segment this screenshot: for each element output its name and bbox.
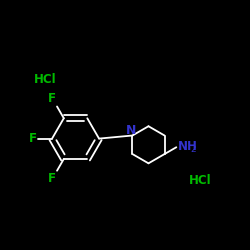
Text: N: N: [126, 124, 136, 136]
Text: HCl: HCl: [189, 174, 212, 187]
Text: F: F: [48, 172, 56, 186]
Text: F: F: [28, 132, 36, 145]
Text: F: F: [48, 92, 56, 105]
Text: 2: 2: [190, 145, 196, 154]
Text: HCl: HCl: [34, 73, 56, 86]
Text: NH: NH: [178, 140, 198, 153]
